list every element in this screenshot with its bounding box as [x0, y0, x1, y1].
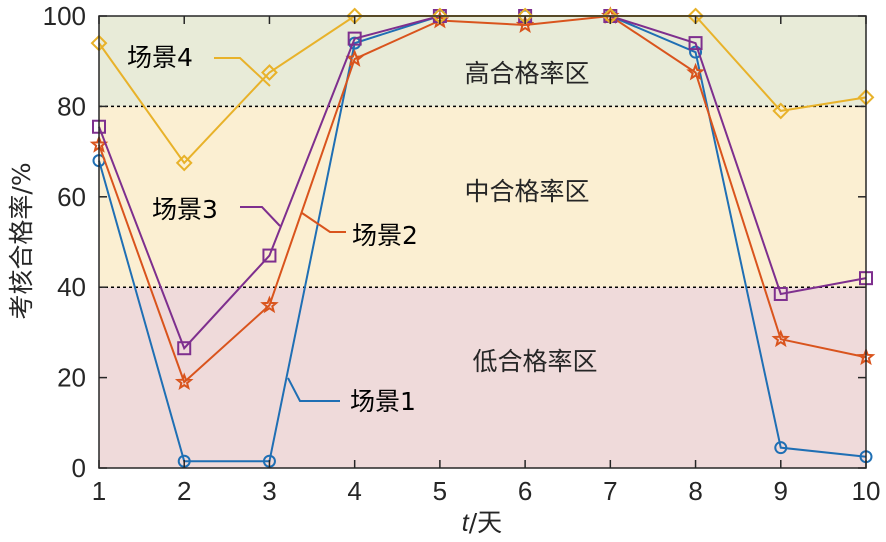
threshold-lines: [99, 105, 866, 288]
y-tick-label-60: 60: [57, 182, 86, 212]
series-2-point-8: [686, 62, 705, 81]
series-4-point-3: [261, 64, 278, 81]
series-1-point-9: [774, 441, 788, 455]
series-3-point-4: [347, 31, 362, 46]
series-1-label: 场景1: [350, 387, 416, 416]
series-4-point-9: [772, 102, 790, 120]
series-1-leader: [287, 377, 340, 402]
x-tick-label-4: 4: [347, 476, 361, 506]
x-axis-label-italic: t: [462, 509, 470, 537]
y-tick-label-0: 0: [72, 453, 86, 483]
y-tick-label-20: 20: [57, 363, 86, 393]
series-2-point-4: [345, 49, 364, 67]
series-3-point-3: [262, 248, 277, 263]
zone-label-high: 高合格率区: [464, 59, 589, 88]
x-tick-label-9: 9: [774, 476, 788, 506]
series-2-point-2: [174, 372, 194, 391]
zone-band-2: [99, 16, 866, 107]
zone-backgrounds: [99, 16, 866, 468]
y-tick-label-100: 100: [43, 1, 86, 31]
zone-band-0: [99, 287, 866, 468]
x-tick-label-3: 3: [262, 476, 276, 506]
x-tick-label-2: 2: [177, 476, 191, 506]
series-3-point-2: [177, 341, 192, 356]
x-tick-label-7: 7: [603, 476, 617, 506]
series-2-line: [98, 14, 867, 384]
series-4-point-2: [175, 154, 193, 172]
series-2-point-3: [260, 295, 279, 314]
series-3-point-8: [688, 36, 703, 51]
x-axis-label-unit: /天: [469, 508, 502, 537]
y-tick-label-80: 80: [57, 91, 86, 121]
series-4-label: 场景4: [127, 43, 193, 72]
series-2-leader: [301, 212, 346, 233]
x-tick-label-5: 5: [433, 476, 447, 506]
x-tick-label-1: 1: [92, 476, 106, 506]
x-tick-label-8: 8: [688, 476, 702, 506]
series-3-point-9: [773, 286, 788, 301]
y-tick-label-40: 40: [57, 272, 86, 302]
series-annotations: 场景1 场景2 场景3 场景4: [127, 43, 418, 416]
x-axis-label: t/天: [462, 508, 502, 537]
series-2-label: 场景2: [352, 221, 418, 250]
series-1-point-8: [689, 45, 703, 59]
zone-label-medium: 中合格率区: [464, 177, 589, 206]
zone-band-1: [99, 106, 866, 288]
series-3-label: 场景3: [152, 195, 218, 224]
plot-frame: [98, 15, 867, 469]
series-3-leader: [240, 206, 281, 227]
y-axis-label: 考核合格率/%: [7, 162, 36, 319]
x-tick-label-6: 6: [518, 476, 532, 506]
zone-label-low: 低合格率区: [472, 347, 597, 376]
series-2-point-9: [771, 329, 791, 348]
x-tick-label-10: 10: [852, 476, 881, 506]
series-4-leader: [214, 57, 271, 87]
